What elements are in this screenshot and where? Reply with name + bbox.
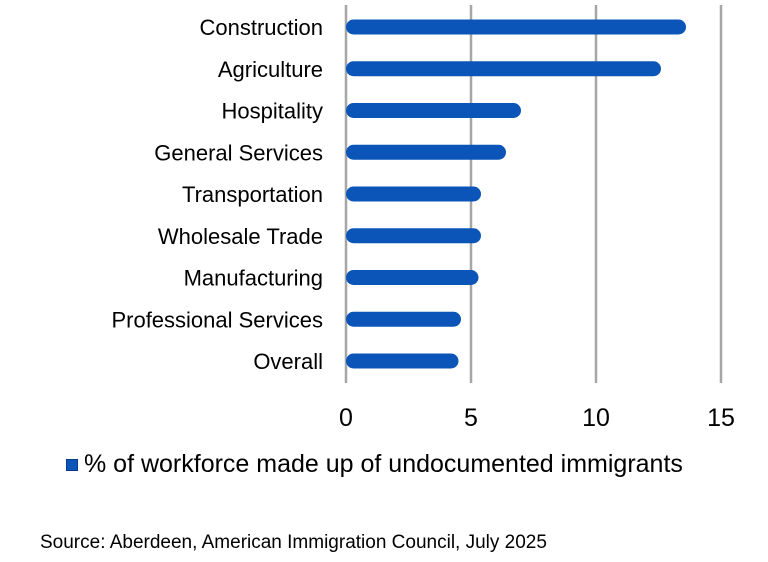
bar — [346, 228, 481, 244]
bars — [346, 19, 686, 369]
bar — [346, 144, 506, 160]
category-label: General Services — [154, 140, 323, 165]
legend-swatch — [66, 458, 78, 471]
bar — [346, 103, 521, 118]
category-labels: Construction Agriculture Hospitality Genera… — [111, 15, 323, 374]
category-label: Agriculture — [218, 57, 323, 82]
bar — [346, 19, 686, 35]
category-label: Hospitality — [222, 99, 323, 124]
bar — [346, 186, 481, 202]
legend: % of workforce made up of undocumented i… — [66, 450, 683, 479]
x-tick-label: 15 — [707, 404, 735, 432]
bar — [346, 61, 661, 77]
category-label: Construction — [199, 15, 323, 40]
category-label: Transportation — [182, 182, 323, 207]
bar-chart: Construction Agriculture Hospitality Genera… — [111, 5, 735, 432]
source-note: Source: Aberdeen, American Immigration C… — [40, 532, 547, 553]
x-tick-label: 10 — [582, 404, 610, 432]
x-tick-label: 5 — [464, 404, 478, 432]
legend-label: % of workforce made up of undocumented i… — [84, 450, 683, 478]
category-label: Professional Services — [111, 307, 323, 332]
category-label: Overall — [253, 349, 323, 374]
bar — [346, 353, 459, 369]
category-label: Manufacturing — [184, 266, 323, 291]
x-tick-label: 0 — [339, 404, 353, 432]
category-label: Wholesale Trade — [158, 224, 323, 249]
bar — [346, 311, 461, 327]
bar — [346, 270, 479, 285]
x-tick-labels: 0 5 10 15 — [339, 404, 735, 432]
